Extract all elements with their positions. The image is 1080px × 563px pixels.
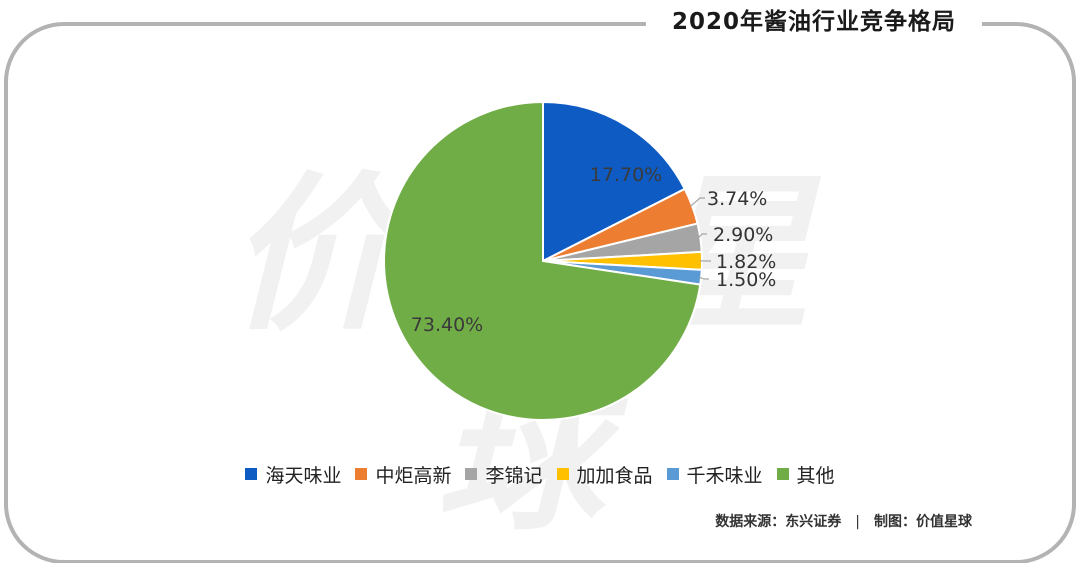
data-label-2: 3.74% [707,188,767,210]
data-label-3: 2.90% [713,224,773,246]
chart-title: 2020年酱油行业竞争格局 [646,2,982,42]
label-leader-lines [689,197,711,280]
data-label-5: 1.50% [716,269,776,291]
chart-legend: 海天味业 中炬高新 李锦记 加加食品 千禾味业 其他 [0,459,1080,489]
legend-label-6: 其他 [796,464,835,487]
data-labels: 17.70% 3.74% 2.90% 1.82%1.50% 73.40% [411,164,777,336]
legend-item-4: 加加食品 [556,461,653,488]
data-label-4: 1.82% [716,251,776,273]
legend-label-1: 海天味业 [265,464,342,487]
legend-swatch-3 [465,468,478,480]
leader-line-3 [697,233,707,239]
legend-label-5: 千禾味业 [686,464,763,487]
source-separator: | [855,514,860,530]
leader-line-5 [698,276,709,280]
leader-line-2 [689,197,705,208]
legend-label-3: 李锦记 [485,464,543,487]
legend-swatch-1 [245,468,258,480]
legend-item-2: 中炬高新 [355,461,451,488]
legend-item-5: 千禾味业 [666,461,763,488]
source-note: 数据来源：东兴证券 | 制图：价值星球 [715,511,972,531]
pie-slice-1 [542,100,687,263]
legend-label-2: 中炬高新 [375,464,452,487]
made-by-text: 制图：价值星球 [874,514,972,530]
data-label-6: 73.40% [411,314,483,336]
legend-item-6: 其他 [776,461,835,488]
data-source-text: 数据来源：东兴证券 [715,514,842,530]
pie-slices [383,100,703,421]
legend-swatch-5 [666,468,679,480]
legend-swatch-6 [776,468,789,480]
legend-item-3: 李锦记 [465,461,543,488]
legend-label-4: 加加食品 [576,464,653,487]
pie-slice-6 [383,100,702,421]
legend-swatch-2 [355,468,368,480]
legend-swatch-4 [556,468,569,480]
data-label-1: 17.70% [590,164,662,186]
legend-item-1: 海天味业 [245,461,341,488]
